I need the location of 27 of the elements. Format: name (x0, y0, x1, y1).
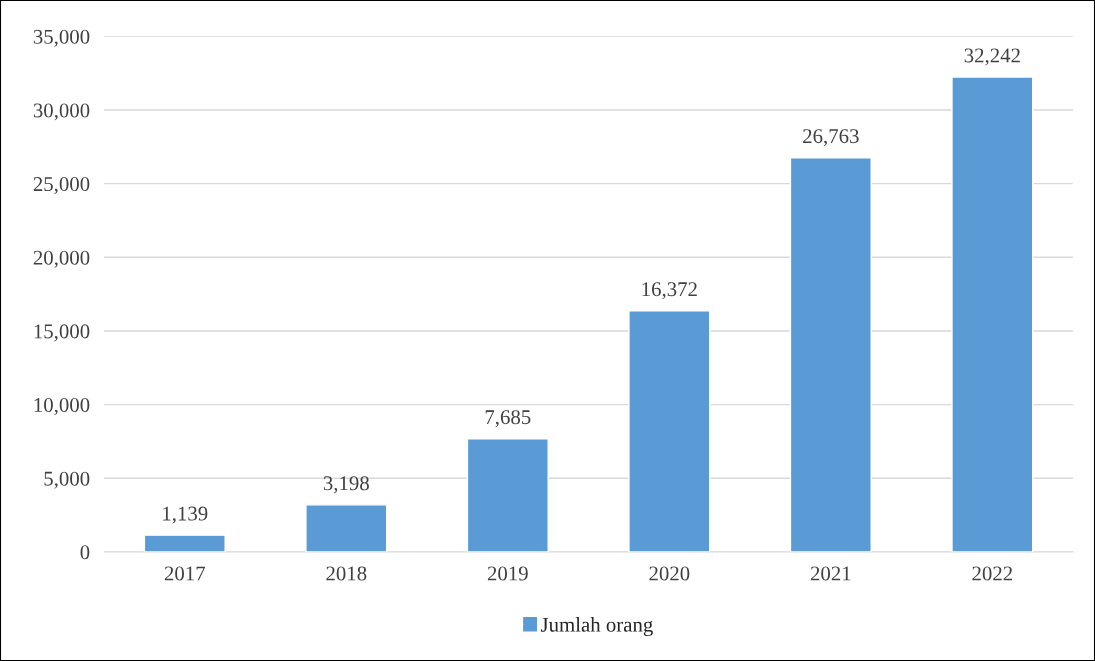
x-tick-label: 2022 (972, 566, 1013, 581)
data-label: 26,763 (803, 129, 859, 147)
y-tick-label: 25,000 (33, 177, 90, 195)
bar (143, 534, 226, 552)
data-label: 7,685 (485, 410, 531, 428)
x-tick-label: 2019 (487, 566, 528, 581)
y-tick-label: 35,000 (33, 29, 90, 47)
bar (951, 76, 1034, 552)
y-tick-label: 15,000 (34, 324, 90, 342)
bar (789, 156, 872, 552)
y-tick-label: 30,000 (33, 103, 90, 121)
data-label: 1,139 (163, 506, 208, 524)
bar (466, 438, 549, 552)
bar (305, 504, 388, 552)
data-label: 3,198 (323, 476, 369, 494)
x-tick-label: 2020 (649, 566, 690, 581)
legend-label: Jumlah orang (540, 617, 653, 637)
x-tick-label: 2018 (326, 566, 367, 581)
bar (628, 310, 711, 552)
data-label: 16,372 (642, 282, 697, 300)
y-tick-label: 0 (80, 545, 90, 560)
y-tick-label: 5,000 (44, 471, 90, 489)
data-label: 32,242 (964, 48, 1020, 66)
x-tick-label: 2021 (810, 566, 851, 581)
y-tick-label: 20,000 (33, 250, 90, 268)
y-tick-label: 10,000 (34, 398, 90, 416)
x-tick-label: 2017 (164, 566, 206, 581)
